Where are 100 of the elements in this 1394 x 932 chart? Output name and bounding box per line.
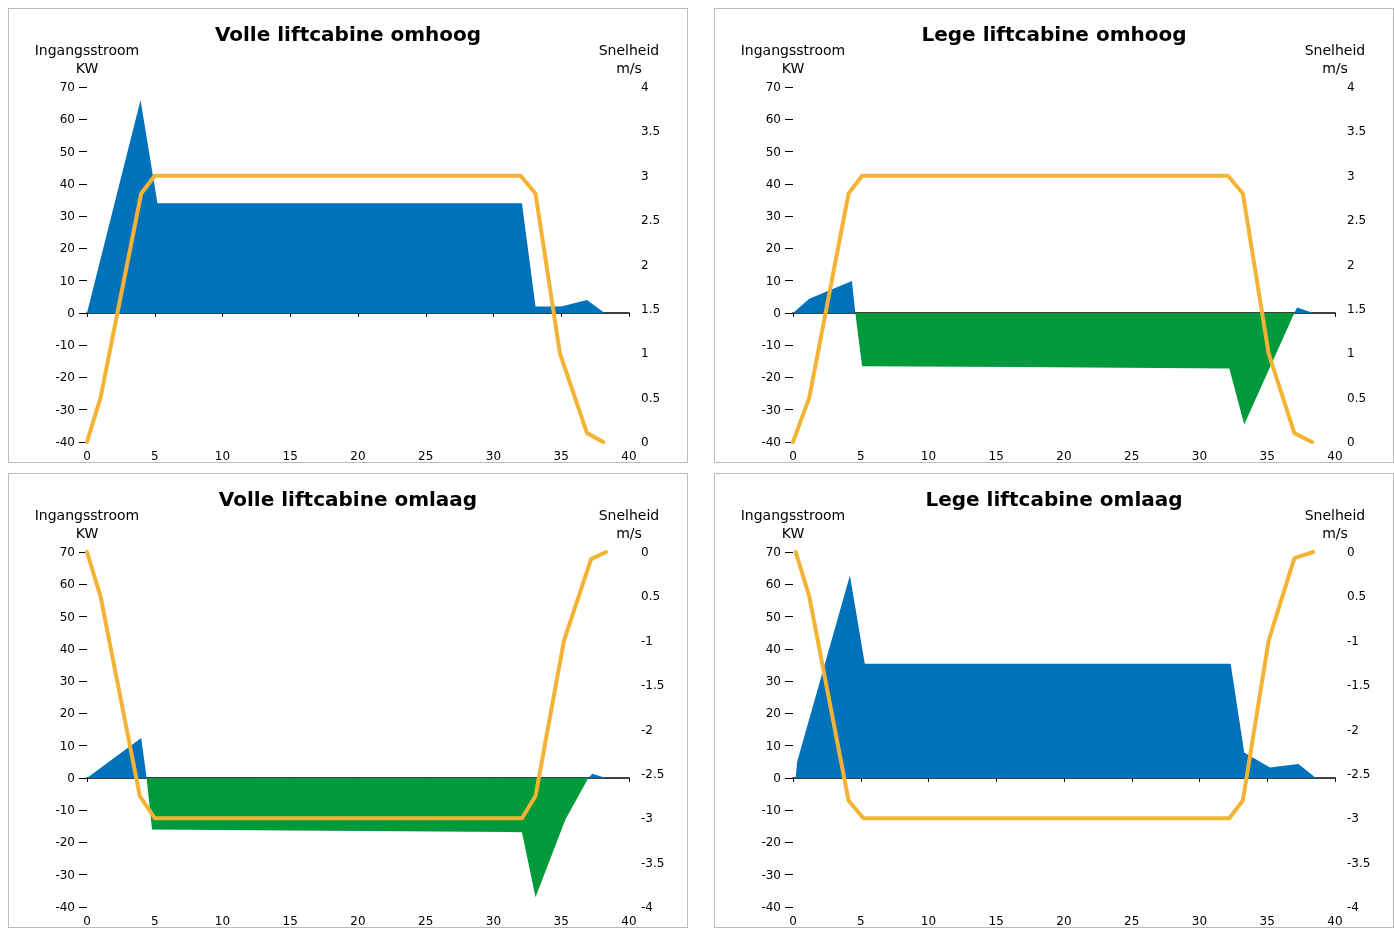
y-tick-label: 10 bbox=[59, 273, 75, 288]
y-tick-label: 40 bbox=[765, 176, 781, 191]
x-tick-label: 40 bbox=[621, 914, 637, 928]
y-tick-label: 0 bbox=[67, 770, 75, 785]
y-tick-label: 70 bbox=[59, 545, 75, 559]
y-tick-label: -30 bbox=[55, 402, 75, 417]
x-tick-label: 35 bbox=[553, 914, 569, 928]
y-tick-label: 50 bbox=[59, 144, 75, 159]
y-tick-label: 20 bbox=[59, 241, 75, 256]
x-tick-label: 40 bbox=[1327, 914, 1343, 928]
y2-tick-label: 4 bbox=[641, 80, 649, 94]
line-series bbox=[791, 173, 1314, 444]
y-tick-label: 40 bbox=[765, 641, 781, 656]
y2-axis-title: Snelheid m/s bbox=[598, 42, 660, 76]
y2-tick-label: 4 bbox=[1347, 80, 1355, 94]
x-tick-label: 15 bbox=[282, 449, 298, 463]
y2-tick-label: 2 bbox=[1347, 257, 1355, 272]
x-tick-label: 10 bbox=[214, 449, 231, 463]
x-tick-label: 0 bbox=[83, 914, 91, 928]
y2-tick-label: -4 bbox=[641, 900, 653, 914]
x-tick-label: 0 bbox=[789, 914, 797, 928]
x-tick-label: 20 bbox=[350, 914, 366, 928]
y2-tick-label: -1.5 bbox=[641, 678, 665, 693]
y-tick-label: 30 bbox=[765, 674, 781, 689]
x-tick-label: 10 bbox=[214, 914, 231, 928]
y2-tick-label: -2 bbox=[641, 722, 653, 737]
y2-tick-label: 2.5 bbox=[1347, 213, 1367, 228]
y-tick-label: -10 bbox=[761, 803, 781, 818]
y2-tick-label: -3 bbox=[1347, 811, 1359, 826]
x-tick-label: 5 bbox=[150, 449, 159, 463]
y2-tick-label: -1.5 bbox=[1347, 678, 1371, 693]
y-tick-label: 40 bbox=[59, 641, 75, 656]
y-tick-label: 30 bbox=[765, 209, 781, 224]
y2-tick-label: 1.5 bbox=[1347, 301, 1367, 316]
x-tick-label: 25 bbox=[418, 449, 434, 463]
x-tick-label: 30 bbox=[1191, 449, 1208, 463]
y2-tick-label: 3 bbox=[1347, 168, 1355, 183]
x-tick-label: 40 bbox=[1327, 449, 1343, 463]
y-tick-label: 60 bbox=[59, 112, 75, 127]
x-tick-label: 0 bbox=[789, 449, 797, 463]
y-tick-label: -30 bbox=[761, 867, 781, 882]
y-tick-label: -10 bbox=[55, 338, 75, 353]
y-tick-label: 60 bbox=[765, 577, 781, 592]
x-tick-label: 35 bbox=[1259, 449, 1275, 463]
y-tick-label: 40 bbox=[59, 176, 75, 191]
x-tick-label: 30 bbox=[1191, 914, 1208, 928]
chart-title: Volle liftcabine omhoog bbox=[214, 22, 482, 46]
y2-tick-label: -2 bbox=[1347, 722, 1359, 737]
y2-tick-label: 0 bbox=[641, 545, 649, 559]
y-tick-label: -10 bbox=[55, 803, 75, 818]
x-tick-label: 5 bbox=[856, 449, 865, 463]
y-tick-label: 30 bbox=[59, 209, 75, 224]
y2-tick-label: 0 bbox=[641, 435, 649, 449]
x-tick-label: 25 bbox=[1124, 449, 1140, 463]
x-tick-label: 5 bbox=[856, 914, 865, 928]
y2-axis-title: Snelheid m/s bbox=[1304, 507, 1366, 541]
y2-tick-label: 0.5 bbox=[1347, 390, 1367, 405]
y-tick-label: 10 bbox=[765, 738, 781, 753]
x-tick-label: 25 bbox=[418, 914, 434, 928]
y2-tick-label: 2.5 bbox=[641, 213, 661, 228]
y-tick-label: -40 bbox=[761, 900, 781, 914]
x-tick-label: 10 bbox=[920, 449, 937, 463]
y2-tick-label: 1.5 bbox=[641, 301, 661, 316]
y-tick-label: 20 bbox=[765, 706, 781, 721]
y-tick-label: -10 bbox=[761, 338, 781, 353]
y2-tick-label: 3 bbox=[641, 168, 649, 183]
y-tick-label: 70 bbox=[59, 80, 75, 94]
y2-tick-label: 1 bbox=[641, 346, 649, 361]
x-tick-label: 5 bbox=[150, 914, 159, 928]
x-tick-label: 35 bbox=[1259, 914, 1275, 928]
x-tick-label: 25 bbox=[1124, 914, 1140, 928]
y2-tick-label: 0 bbox=[1347, 435, 1355, 449]
y-tick-label: 30 bbox=[59, 674, 75, 689]
y2-tick-label: -2.5 bbox=[1347, 766, 1371, 781]
y-tick-label: 10 bbox=[765, 273, 781, 288]
y2-tick-label: 0.5 bbox=[641, 589, 661, 604]
y-axis-title: Ingangsstroom KW bbox=[740, 42, 846, 76]
chart-title: Lege liftcabine omlaag bbox=[925, 487, 1183, 511]
line-series bbox=[85, 550, 608, 821]
y2-tick-label: 0 bbox=[1347, 545, 1355, 559]
y2-tick-label: 2 bbox=[641, 257, 649, 272]
y2-tick-label: 3.5 bbox=[1347, 124, 1367, 139]
y-tick-label: 60 bbox=[765, 112, 781, 127]
x-tick-label: 15 bbox=[282, 914, 298, 928]
y2-axis-title: Snelheid m/s bbox=[1304, 42, 1366, 76]
line-series bbox=[85, 173, 606, 444]
y-tick-label: 60 bbox=[59, 577, 75, 592]
y-tick-label: 20 bbox=[59, 706, 75, 721]
x-tick-label: 15 bbox=[988, 914, 1004, 928]
y2-tick-label: -3.5 bbox=[641, 855, 665, 870]
x-tick-label: 10 bbox=[920, 914, 937, 928]
y-axis-title: Ingangsstroom KW bbox=[740, 507, 846, 541]
y-tick-label: -30 bbox=[761, 402, 781, 417]
y2-tick-label: -2.5 bbox=[641, 766, 665, 781]
y-tick-label: -40 bbox=[55, 435, 75, 449]
y-tick-label: 0 bbox=[773, 770, 781, 785]
y-tick-label: 50 bbox=[765, 609, 781, 624]
x-tick-label: 40 bbox=[621, 449, 637, 463]
y-tick-label: -20 bbox=[761, 835, 781, 850]
y2-tick-label: 0.5 bbox=[641, 390, 661, 405]
